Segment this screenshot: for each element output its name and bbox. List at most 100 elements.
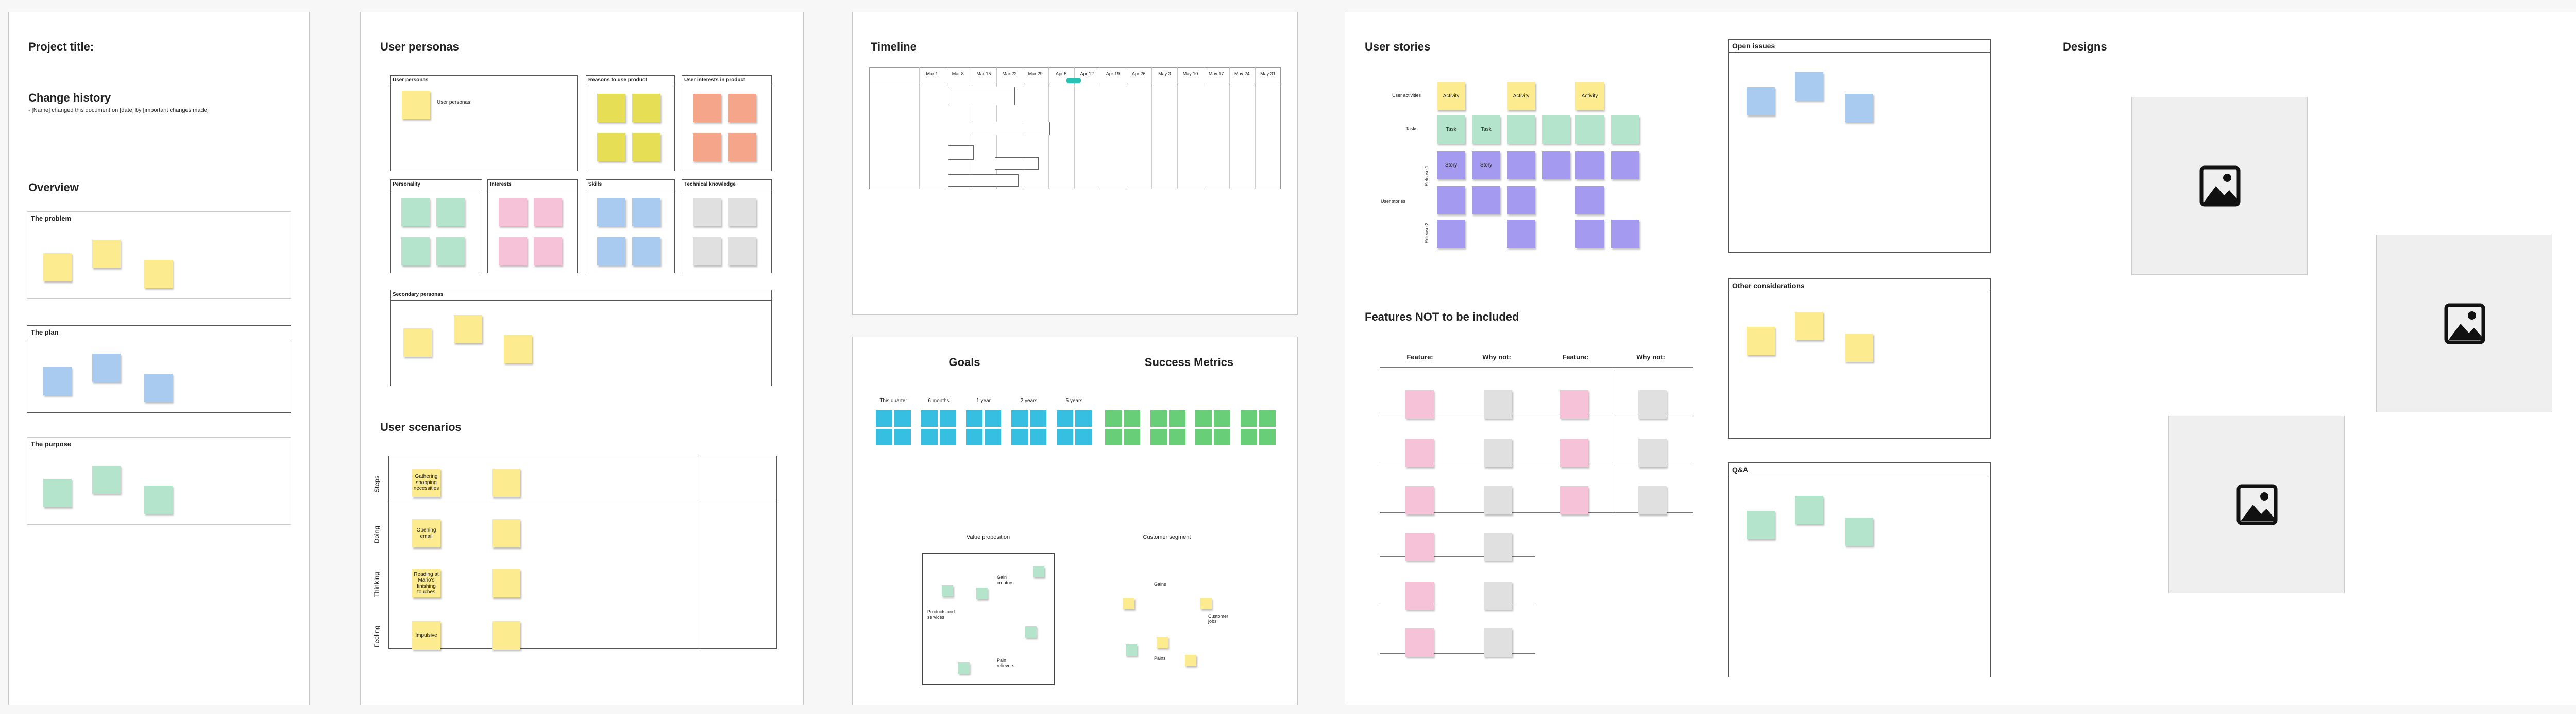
sticky-note — [693, 198, 721, 226]
sticky-note — [1507, 115, 1535, 144]
sticky-note — [534, 198, 562, 226]
value-square — [922, 553, 1055, 685]
column-header: Why not: — [1636, 353, 1665, 361]
icon-sun — [2468, 311, 2476, 320]
goal-tile — [1169, 410, 1185, 427]
label: User personas — [380, 40, 459, 53]
label: User stories — [1365, 40, 1431, 53]
goal-tile — [876, 410, 892, 427]
goal-tile — [921, 410, 938, 427]
label: Pains — [1154, 656, 1166, 661]
icon-sun — [2260, 492, 2268, 501]
row-label: Doing — [372, 526, 381, 543]
column-header: Feature: — [1406, 353, 1433, 361]
label: Timeline — [871, 40, 917, 53]
sticky-note — [1437, 186, 1465, 214]
sticky-note — [1611, 220, 1639, 248]
sticky-note — [401, 198, 430, 226]
timeline-marker — [1066, 78, 1081, 83]
sticky-note — [728, 133, 756, 161]
sticky-note — [1185, 655, 1196, 666]
sticky-note — [597, 94, 625, 122]
sticky-note — [632, 133, 660, 161]
timeline-col-line — [1177, 67, 1178, 189]
persona-box-title: User personas — [393, 77, 429, 83]
sticky-note — [144, 260, 173, 288]
timeline-bar — [995, 157, 1039, 170]
goal-tile — [1030, 429, 1046, 445]
sticky-note — [597, 133, 625, 161]
feature-row-line — [1380, 653, 1535, 654]
icon-mountain — [2241, 505, 2275, 521]
timeline-column-label: Mar 15 — [976, 71, 991, 76]
sticky-note — [1611, 115, 1639, 144]
sticky-note — [436, 237, 465, 265]
sticky-note: Task — [1437, 115, 1465, 144]
sticky-note — [1405, 582, 1434, 610]
timeline-bar — [970, 122, 1050, 135]
sticky-note — [402, 91, 430, 119]
sticky-note — [499, 237, 527, 265]
sticky-note — [1484, 628, 1512, 657]
sticky-note — [1560, 390, 1588, 419]
box-title: Q&A — [1732, 466, 1749, 474]
sticky-note — [1405, 390, 1434, 419]
label: Overview — [28, 181, 79, 194]
icon-frame — [2236, 484, 2278, 525]
goal-tile — [894, 429, 911, 445]
sticky-note — [492, 569, 520, 597]
label: Gains — [1154, 582, 1166, 587]
timeline-col-line — [919, 67, 920, 189]
goal-tile — [1259, 410, 1276, 427]
label: Products and services — [927, 609, 955, 620]
timeline-column-label: Apr 19 — [1106, 71, 1120, 76]
sticky-note — [1033, 566, 1044, 577]
timeline-column-label: May 3 — [1158, 71, 1171, 76]
sticky-note — [1560, 439, 1588, 467]
sticky-note — [1560, 486, 1588, 514]
column-header: Why not: — [1482, 353, 1511, 361]
box-title: Other considerations — [1732, 281, 1805, 290]
sticky-note — [1845, 94, 1873, 122]
sticky-note — [144, 374, 173, 402]
goal-tile — [1195, 429, 1212, 445]
sticky-note — [1795, 312, 1823, 340]
persona-box — [682, 179, 772, 273]
goal-tile — [1011, 410, 1028, 427]
feature-row-line — [1380, 367, 1693, 368]
sticky-note — [1747, 327, 1775, 355]
canvas-title: Value proposition — [966, 534, 1010, 540]
goal-tile — [1214, 410, 1230, 427]
image-icon — [2444, 303, 2485, 344]
sticky-note — [632, 198, 660, 226]
goal-tile — [1057, 410, 1073, 427]
timeline-col-line — [1229, 67, 1230, 189]
sticky-note — [728, 94, 756, 122]
sticky-note — [1025, 626, 1037, 638]
sticky-note — [1123, 598, 1134, 609]
timeline-column-label: May 31 — [1260, 71, 1276, 76]
persona-box — [390, 179, 482, 273]
timeline-column-label: Mar 1 — [926, 71, 938, 76]
label: Gain creators — [997, 575, 1014, 585]
goal-tile — [921, 429, 938, 445]
persona-box — [390, 75, 578, 171]
sticky-note — [1638, 439, 1667, 467]
frame — [852, 337, 1298, 705]
sticky-note: Activity — [1575, 82, 1604, 110]
goal-tile — [1169, 429, 1185, 445]
image-placeholder — [2131, 97, 2308, 275]
icon-mountain — [2204, 186, 2238, 203]
sticky-note — [1542, 151, 1570, 179]
timeline-grid — [869, 67, 1281, 189]
sticky-note — [728, 237, 756, 265]
sticky-note — [1795, 72, 1823, 101]
column-header: Feature: — [1562, 353, 1589, 361]
sticky-note — [1575, 220, 1604, 248]
timeline-column-label: Mar 29 — [1028, 71, 1043, 76]
image-placeholder — [2376, 235, 2552, 412]
goal-tile — [1075, 410, 1092, 427]
goal-tile — [940, 410, 956, 427]
